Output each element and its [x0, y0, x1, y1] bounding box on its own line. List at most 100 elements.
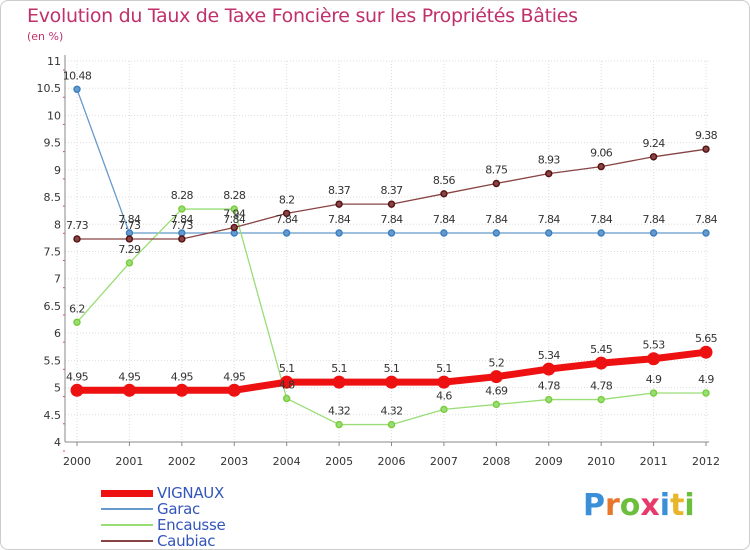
- data-label-caubiac: 8.56: [433, 174, 456, 187]
- point-encausse: [178, 205, 186, 213]
- point-encausse: [702, 389, 710, 397]
- point-garac: [597, 229, 605, 237]
- point-garac: [387, 229, 396, 237]
- data-label-encausse: 4.9: [698, 373, 714, 386]
- x-tick-label: 2000: [63, 455, 91, 468]
- point-caubiac: [492, 179, 501, 188]
- logo-letter: r: [605, 488, 620, 523]
- legend-label-caubiac: Caubiac: [157, 532, 216, 550]
- data-label-encausse: 8.28: [223, 189, 246, 202]
- chart-subtitle: (en %): [27, 30, 64, 43]
- point-vignaux: [122, 383, 136, 397]
- data-label-encausse: 4.8: [279, 378, 295, 391]
- data-label-encausse: 4.9: [646, 373, 662, 386]
- data-label-encausse: 4.78: [590, 380, 613, 393]
- x-tick-label: 2010: [587, 455, 615, 468]
- data-label-garac: 7.84: [276, 213, 299, 226]
- point-vignaux: [542, 362, 556, 376]
- point-caubiac: [440, 190, 448, 198]
- data-label-vignaux: 5.65: [695, 332, 718, 345]
- x-tick-label: 2006: [378, 455, 406, 468]
- data-label-caubiac: 7.73: [171, 219, 194, 232]
- y-tick-label: 10.5: [37, 82, 62, 95]
- point-vignaux: [699, 345, 713, 359]
- data-label-garac: 7.84: [643, 213, 666, 226]
- point-encausse: [125, 259, 134, 267]
- y-tick-label: 9.5: [44, 137, 62, 150]
- data-label-caubiac: 8.93: [538, 154, 561, 167]
- point-encausse: [492, 400, 501, 409]
- point-caubiac: [230, 223, 238, 232]
- data-label-caubiac: 8.37: [380, 184, 403, 197]
- point-garac: [335, 229, 343, 237]
- point-vignaux: [70, 383, 84, 397]
- grid: [65, 60, 709, 443]
- point-vignaux: [175, 383, 189, 397]
- point-vignaux: [647, 352, 661, 366]
- x-tick-label: 2003: [220, 455, 248, 468]
- data-label-vignaux: 4.95: [223, 370, 246, 383]
- x-tick-label: 2007: [430, 455, 458, 468]
- y-tick-label: 7.5: [44, 246, 62, 259]
- data-label-vignaux: 4.95: [66, 370, 89, 383]
- point-garac: [440, 229, 448, 237]
- point-caubiac: [649, 153, 658, 161]
- point-vignaux: [489, 370, 503, 384]
- x-tick-label: 2001: [115, 455, 143, 468]
- data-label-vignaux: 5.1: [331, 362, 347, 375]
- y-tick-label: 6: [54, 327, 61, 340]
- data-label-garac: 7.84: [380, 213, 403, 226]
- proxiti-logo: Proxiti: [583, 488, 695, 523]
- point-caubiac: [282, 209, 291, 218]
- y-tick-label: 10: [47, 109, 61, 122]
- point-caubiac: [597, 162, 605, 171]
- point-garac: [545, 229, 553, 237]
- data-label-caubiac: 7.94: [223, 208, 246, 221]
- point-caubiac: [335, 200, 343, 208]
- logo-letter: i: [684, 488, 695, 523]
- legend-swatch-vignaux: [101, 490, 153, 497]
- point-vignaux: [437, 375, 451, 389]
- point-vignaux: [332, 375, 346, 389]
- x-tick-label: 2008: [482, 455, 510, 468]
- x-tick-label: 2004: [273, 455, 301, 468]
- series-lines: [70, 85, 713, 429]
- point-caubiac: [73, 235, 81, 243]
- y-tick-label: 5.5: [44, 354, 62, 367]
- point-encausse: [282, 394, 291, 403]
- point-garac: [649, 229, 658, 237]
- data-label-caubiac: 9.38: [695, 129, 718, 142]
- y-tick-label: 7: [54, 273, 61, 286]
- axes: 4 4.5 5 5.5 6 6.5 7 7.5 8 8.5 9 9.5 10 10.5 11 2000 2001…: [37, 55, 720, 468]
- logo-letter: o: [619, 488, 641, 523]
- point-vignaux: [594, 356, 608, 370]
- line-chart: 4 4.5 5 5.5 6 6.5 7 7.5 8 8.5 9 9.5 10 10.5 11 2000 2001…: [37, 55, 720, 468]
- data-label-encausse: 8.28: [171, 189, 194, 202]
- data-label-caubiac: 7.73: [66, 219, 89, 232]
- x-tick-label: 2009: [535, 455, 563, 468]
- point-encausse: [335, 420, 343, 429]
- point-vignaux: [280, 375, 294, 389]
- legend-label-garac: Garac: [157, 500, 200, 518]
- data-label-encausse: 4.32: [328, 405, 350, 418]
- data-label-vignaux: 4.95: [171, 370, 194, 383]
- logo-letter: x: [640, 488, 660, 523]
- point-encausse: [440, 405, 448, 414]
- legend-swatch-caubiac: [101, 540, 153, 542]
- data-label-vignaux: 5.2: [488, 357, 504, 370]
- y-tick-label: 9: [54, 164, 61, 177]
- x-tick-label: 2012: [692, 455, 720, 468]
- data-label-vignaux: 5.1: [279, 362, 295, 375]
- chart-title: Evolution du Taux de Taxe Foncière sur l…: [27, 5, 578, 27]
- point-garac: [702, 229, 710, 237]
- x-tick-label: 2005: [325, 455, 353, 468]
- y-tick-label: 8: [54, 218, 61, 231]
- point-encausse: [73, 318, 81, 326]
- point-caubiac: [125, 235, 134, 243]
- data-label-garac: 7.84: [590, 213, 613, 226]
- data-label-garac: 7.84: [538, 213, 561, 226]
- point-caubiac: [545, 169, 553, 178]
- point-encausse: [230, 205, 238, 213]
- data-label-garac: 7.84: [171, 213, 194, 226]
- legend-swatch-garac: [101, 508, 153, 510]
